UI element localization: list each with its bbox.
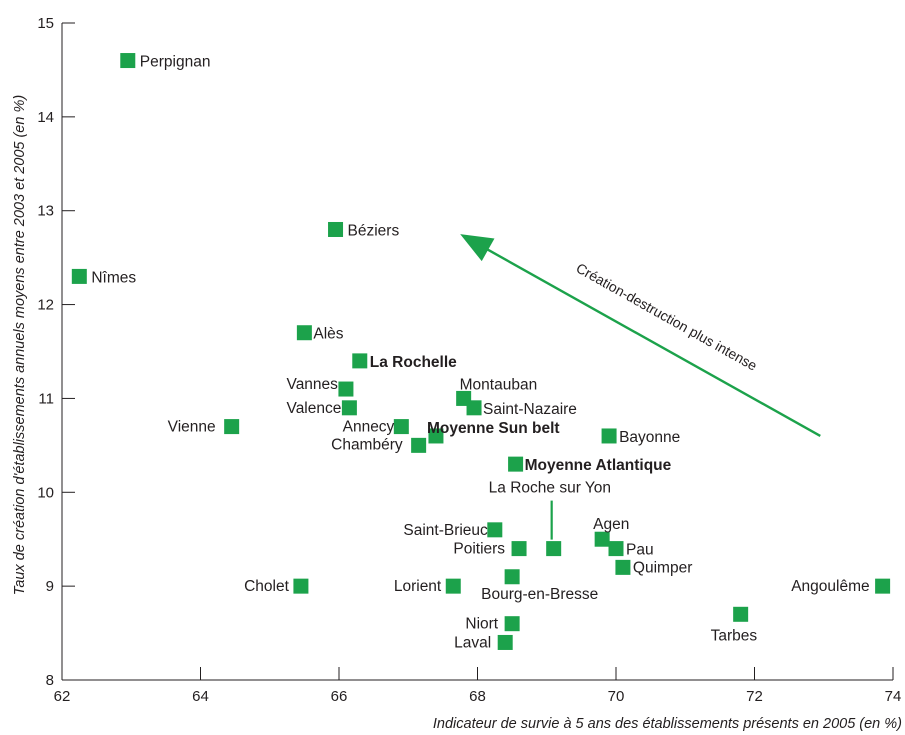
data-point-marker — [511, 541, 527, 557]
data-point-label: Quimper — [633, 559, 692, 576]
data-point-marker — [487, 522, 503, 538]
data-points: Perpignan Béziers Nîmes Alès La Rochelle Vann… — [71, 53, 891, 651]
data-point-label: Montauban — [460, 376, 538, 393]
data-point-marker — [71, 268, 87, 284]
annotation-arrow-shaft — [485, 247, 821, 438]
data-point-label: Poitiers — [453, 541, 505, 558]
data-point-label: Moyenne Atlantique — [525, 457, 672, 474]
data-point-label: La Rochelle — [370, 354, 457, 371]
y-tick-label: 9 — [46, 578, 54, 595]
data-point-label: Alès — [313, 326, 343, 343]
data-point-label: Nîmes — [91, 269, 136, 286]
data-point-label: Valence — [287, 400, 342, 417]
y-tick-label: 12 — [37, 297, 54, 314]
y-axis-ticks: 8 9 10 11 12 13 14 15 — [37, 15, 75, 689]
annotation-arrow-head — [460, 234, 495, 262]
data-point-label: Angoulême — [791, 578, 869, 595]
x-tick-label: 64 — [192, 688, 209, 705]
data-point-label: Laval — [454, 634, 491, 651]
data-point-marker — [428, 428, 444, 444]
data-point-label: Bayonne — [619, 429, 680, 446]
data-point-marker — [608, 541, 624, 557]
data-point-label: Niort — [465, 616, 498, 633]
x-tick-label: 62 — [54, 688, 71, 705]
x-axis-ticks: 62 64 66 68 70 72 74 — [54, 667, 902, 705]
x-axis-title: Indicateur de survie à 5 ans des établis… — [433, 716, 902, 732]
data-point-label: Vienne — [168, 419, 216, 436]
data-point-label: Béziers — [348, 222, 400, 239]
data-point-label: Vannes — [287, 376, 339, 393]
data-point-marker — [224, 419, 240, 435]
x-tick-label: 70 — [608, 688, 625, 705]
data-point-label: Cholet — [244, 578, 289, 595]
data-point-marker — [341, 400, 357, 416]
data-point-marker — [293, 578, 309, 594]
data-point-label: Agen — [593, 516, 629, 533]
data-point-marker — [546, 541, 562, 557]
data-point-marker — [466, 400, 482, 416]
y-tick-label: 10 — [37, 484, 54, 501]
data-point-label: La Roche sur Yon — [489, 480, 611, 497]
data-point-marker — [615, 559, 631, 575]
data-point-marker — [733, 606, 749, 622]
x-tick-label: 74 — [885, 688, 902, 705]
data-point-marker — [504, 616, 520, 632]
x-tick-label: 68 — [469, 688, 486, 705]
y-axis-title: Taux de création d'établissements annuel… — [12, 95, 28, 595]
data-point-marker — [296, 325, 312, 341]
data-point-label: Tarbes — [711, 627, 758, 644]
annotation-text: Création-destruction plus intense — [573, 260, 760, 374]
data-point-marker — [497, 634, 513, 650]
data-point-label: Bourg-en-Bresse — [481, 586, 598, 603]
data-point-marker — [328, 221, 344, 237]
y-tick-label: 11 — [38, 390, 54, 407]
data-point-label: Moyenne Sun belt — [427, 420, 560, 437]
data-point-label: Saint-Nazaire — [483, 401, 577, 418]
data-point-marker — [120, 53, 136, 69]
data-point-marker — [508, 456, 524, 472]
data-point-marker — [352, 353, 368, 369]
data-point-label: Perpignan — [140, 54, 211, 71]
data-point-label: Lorient — [394, 578, 442, 595]
x-tick-label: 72 — [746, 688, 763, 705]
axes — [61, 23, 893, 681]
y-tick-label: 8 — [46, 672, 54, 689]
data-point-label: Pau — [626, 542, 654, 559]
data-point-marker — [393, 419, 409, 435]
y-tick-label: 14 — [37, 109, 54, 126]
data-point-marker — [338, 381, 354, 397]
y-tick-label: 15 — [37, 15, 54, 32]
data-point-label: Saint-Brieuc — [403, 522, 488, 539]
data-point-marker — [594, 531, 610, 547]
data-point-label: Chambéry — [331, 436, 403, 453]
data-point-marker — [601, 428, 617, 444]
data-point-marker — [411, 437, 427, 453]
data-point-marker — [504, 569, 520, 585]
data-point-marker — [875, 578, 891, 594]
data-point-label: Annecy — [343, 419, 395, 436]
y-tick-label: 13 — [37, 203, 54, 220]
x-tick-label: 66 — [331, 688, 348, 705]
data-point-marker — [445, 578, 461, 594]
